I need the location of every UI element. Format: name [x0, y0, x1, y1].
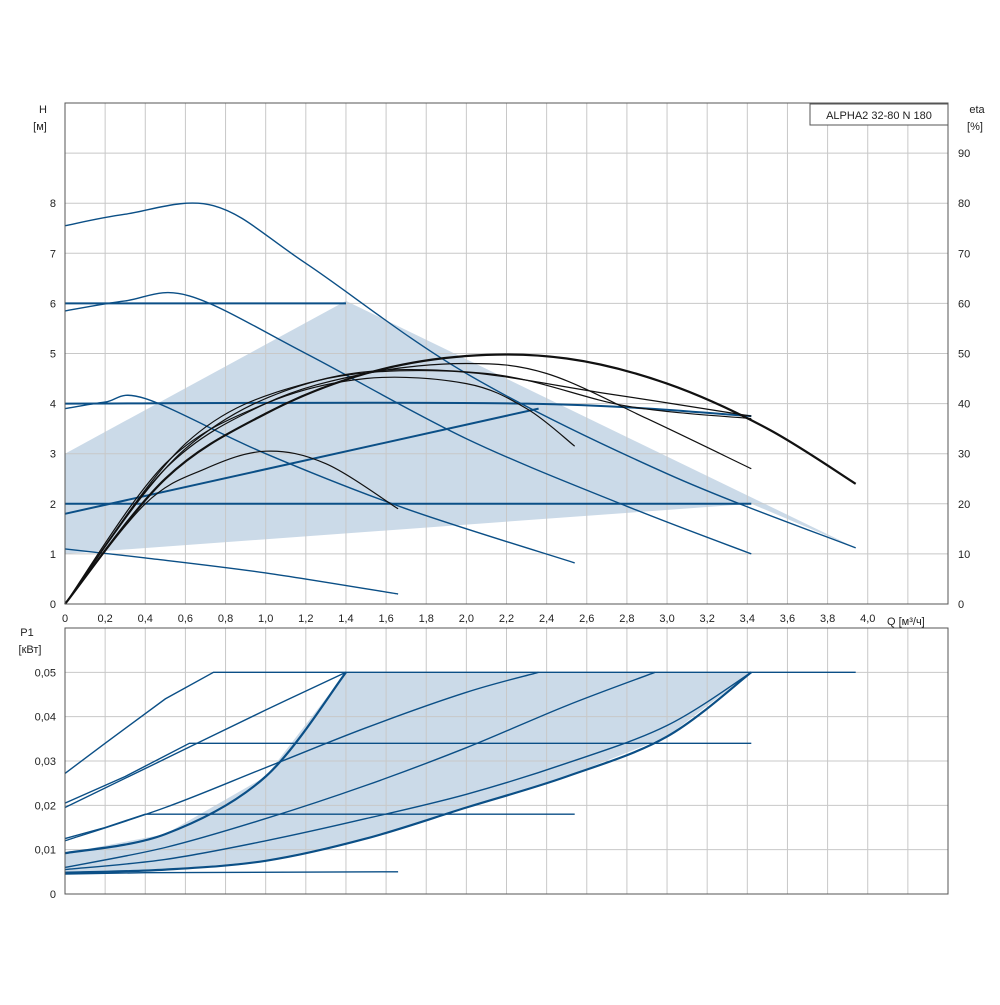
y2-tick-label: 0	[958, 599, 964, 611]
x-tick-label: 0,6	[178, 613, 193, 625]
power-plot-frame	[64, 627, 949, 895]
y-tick-label-head: 6	[50, 298, 56, 310]
x-tick-label: 3,4	[740, 613, 755, 625]
x-tick-label: 2,2	[499, 613, 514, 625]
frame-layer	[64, 102, 949, 895]
y-tick-label-power: 0,03	[35, 756, 56, 768]
y-axis-label-head: H	[39, 104, 47, 116]
power-curve	[64, 671, 856, 774]
x-tick-label: 1,0	[258, 613, 273, 625]
operating-area-layer	[65, 300, 856, 873]
head-curve	[64, 401, 752, 418]
x-tick-label: 1,8	[419, 613, 434, 625]
y-axis-label-power-unit: [кВт]	[19, 644, 42, 656]
model-legend-frame	[809, 103, 949, 126]
y-tick-label-head: 0	[50, 599, 56, 611]
model-label: ALPHA2 32-80 N 180	[826, 110, 932, 122]
y2-tick-label: 30	[958, 449, 970, 461]
head-plot-frame	[64, 102, 949, 605]
x-tick-label: 1,4	[338, 613, 353, 625]
y2-tick-label: 10	[958, 549, 970, 561]
y-tick-label-head: 7	[50, 248, 56, 260]
efficiency-curve	[64, 450, 399, 605]
power-curve	[64, 671, 752, 874]
x-tick-label: 2,0	[459, 613, 474, 625]
y-tick-label-head: 4	[50, 399, 56, 411]
y2-tick-label: 40	[958, 399, 970, 411]
head-curve	[64, 202, 856, 549]
head-curve	[64, 407, 539, 515]
efficiency-curve	[64, 369, 752, 605]
series-layer	[64, 202, 857, 875]
head-curve	[64, 548, 399, 595]
y2-tick-label: 70	[958, 248, 970, 260]
x-tick-label: 1,6	[378, 613, 393, 625]
x-tick-label: 3,0	[659, 613, 674, 625]
x-tick-label: 2,8	[619, 613, 634, 625]
power-curve	[64, 871, 399, 875]
efficiency-curve	[64, 368, 752, 605]
y-axis-label-power: P1	[20, 627, 33, 639]
power-curve	[64, 671, 752, 871]
y2-tick-label: 20	[958, 499, 970, 511]
y-tick-label-power: 0,01	[35, 845, 56, 857]
y2-tick-label: 60	[958, 298, 970, 310]
head-operating-area	[65, 300, 856, 554]
power-curve	[64, 671, 347, 809]
power-curve	[64, 671, 539, 842]
y-tick-label-head: 5	[50, 349, 56, 361]
tick-label-layer: 0 0,2 0,4 0,6 0,8 1,0 1,2 1,4 1,6 1,8 2,0 2,2 2,4 2,6…	[35, 148, 971, 901]
x-tick-label: 2,4	[539, 613, 554, 625]
model-legend-box: ALPHA2 32-80 N 180	[809, 103, 949, 126]
y2-tick-label: 80	[958, 198, 970, 210]
y-axis-label-head-unit: [м]	[33, 121, 47, 133]
x-tick-label: 0,8	[218, 613, 233, 625]
power-curve	[64, 742, 752, 804]
y2-axis-label-unit: [%]	[967, 121, 983, 133]
x-tick-label: 3,2	[700, 613, 715, 625]
y-tick-label-power: 0,05	[35, 667, 56, 679]
y-tick-label-head: 3	[50, 449, 56, 461]
x-tick-label: 0	[62, 613, 68, 625]
y-tick-label-power: 0,04	[35, 712, 56, 724]
power-curve	[64, 671, 347, 855]
y-tick-label-head: 2	[50, 499, 56, 511]
x-tick-label: 2,6	[579, 613, 594, 625]
y-tick-label-head: 1	[50, 549, 56, 561]
y-tick-label-head: 8	[50, 198, 56, 210]
x-axis-label: Q [м³/ч]	[887, 616, 925, 628]
x-tick-label: 4,0	[860, 613, 875, 625]
power-operating-area	[65, 672, 752, 873]
efficiency-curve	[64, 376, 576, 605]
x-tick-label: 0,4	[138, 613, 153, 625]
x-tick-label: 3,8	[820, 613, 835, 625]
y2-tick-label: 90	[958, 148, 970, 160]
y2-axis-label: eta	[969, 104, 985, 116]
x-tick-label: 3,6	[780, 613, 795, 625]
power-curve	[64, 671, 656, 869]
x-tick-label: 1,2	[298, 613, 313, 625]
efficiency-curve	[64, 353, 857, 605]
y-axis-label-head-name: H	[39, 104, 47, 116]
y2-tick-label: 50	[958, 349, 970, 361]
x-tick-label: 0,2	[97, 613, 112, 625]
y-tick-label-power: 0,02	[35, 800, 56, 812]
y-tick-label-power: 0	[50, 889, 56, 901]
